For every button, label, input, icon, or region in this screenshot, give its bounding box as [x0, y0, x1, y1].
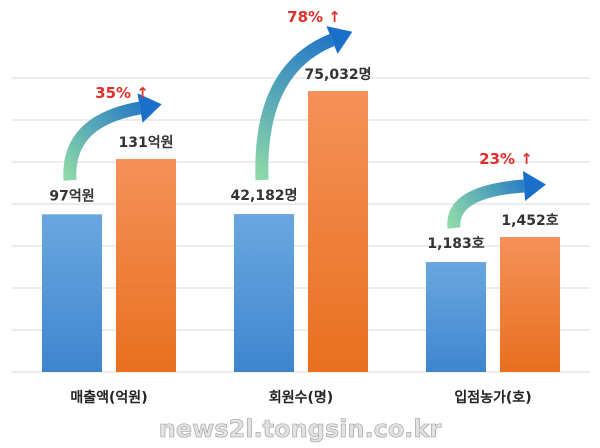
- growth-label: 23% ↑: [479, 150, 533, 168]
- data-label-after: 131억원: [119, 135, 174, 151]
- data-label-before: 97억원: [49, 188, 94, 204]
- bar-before: [42, 214, 102, 372]
- growth-arrow-shaft: [447, 179, 525, 229]
- growth-label: 35% ↑: [95, 84, 149, 102]
- growth-arrow-head: [137, 93, 162, 123]
- growth-arrow-head: [326, 26, 353, 54]
- data-label-after: 1,452호: [501, 213, 558, 229]
- watermark-text: news2l.tongsin.co.kr: [159, 415, 442, 443]
- bar-before: [234, 214, 294, 372]
- bar-after: [500, 237, 560, 372]
- category-label: 회원수(명): [269, 389, 333, 406]
- bars: [42, 91, 560, 372]
- data-label-before: 1,183호: [427, 236, 484, 252]
- bar-after: [308, 91, 368, 372]
- bar-after: [116, 159, 176, 372]
- data-label-after: 75,032명: [305, 66, 372, 83]
- growth-arrow-head: [522, 171, 546, 201]
- growth-arrows: [63, 26, 546, 229]
- bar-before: [426, 262, 486, 372]
- category-label: 입점농가(호): [454, 389, 531, 406]
- growth-label: 78% ↑: [287, 8, 341, 26]
- data-label-before: 42,182명: [231, 187, 298, 204]
- growth-arrow-shaft: [255, 33, 335, 181]
- growth-arrow-shaft: [63, 101, 142, 181]
- category-label: 매출액(억원): [70, 389, 147, 406]
